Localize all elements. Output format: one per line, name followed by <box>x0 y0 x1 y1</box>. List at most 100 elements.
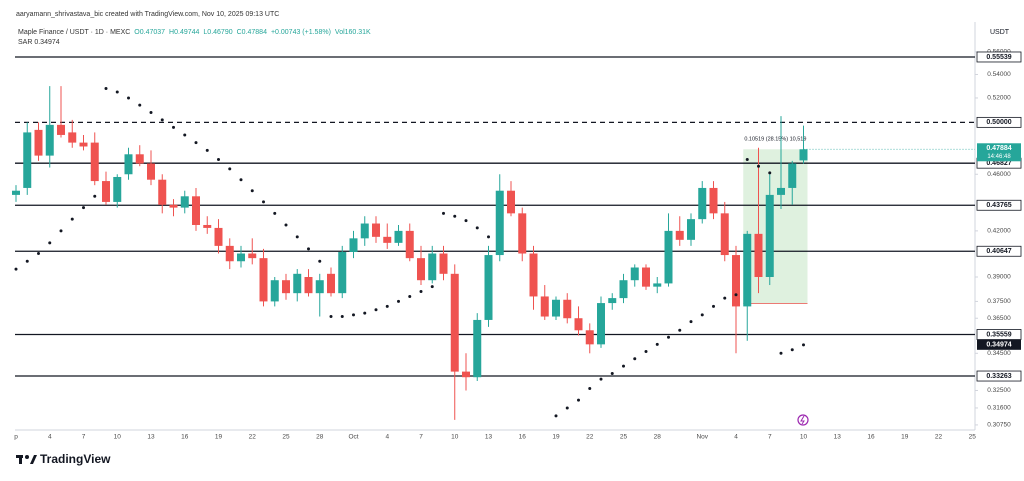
x-tick-label: 10 <box>114 434 122 441</box>
candle-body <box>698 187 707 220</box>
candle-body <box>574 318 583 331</box>
candle-body <box>158 179 167 205</box>
sar-dot <box>25 259 29 263</box>
level-label-box <box>976 245 1022 257</box>
x-tick-label: 13 <box>485 434 493 441</box>
candle-body <box>372 223 380 237</box>
y-tick-label: 0.52000 <box>987 95 1011 102</box>
x-tick-label: 16 <box>867 434 875 441</box>
candle-body <box>315 280 324 294</box>
candle-body <box>754 233 763 278</box>
candle-body <box>349 238 358 252</box>
sar-dot <box>622 364 625 368</box>
measure-label: 0.10519 (28.15%) 10,519 <box>744 137 806 143</box>
sar-dot <box>183 133 187 137</box>
measure-box <box>743 149 808 304</box>
sar-dot <box>59 229 63 233</box>
candle-body <box>203 224 212 228</box>
brand: TradingView <box>40 452 111 466</box>
sar-dot <box>48 241 52 245</box>
sar-dot <box>273 211 277 215</box>
y-tick-label: 0.54000 <box>987 71 1011 78</box>
y-tick-label: 0.36500 <box>987 315 1011 322</box>
candle-body <box>23 132 32 188</box>
candle-body <box>360 223 369 239</box>
candle-body <box>12 190 20 195</box>
candle-body <box>113 176 122 202</box>
level-label: 0.40647 <box>986 248 1011 255</box>
sar-dot <box>667 335 670 339</box>
candle-body <box>45 124 54 156</box>
candle-body <box>799 149 808 161</box>
candle-body <box>34 129 43 156</box>
x-tick-label: 22 <box>586 434 594 441</box>
candle-body <box>450 273 459 372</box>
sar-dot <box>577 398 580 402</box>
level-label-box <box>976 116 1022 128</box>
x-tick-label: 4 <box>48 434 52 441</box>
sar-dot <box>442 211 445 215</box>
x-tick-label: 25 <box>282 434 290 441</box>
candle-body <box>214 227 223 246</box>
candle-body <box>237 253 245 262</box>
candle-body <box>102 181 110 202</box>
sar-dot <box>678 328 682 332</box>
candle-body <box>192 196 200 225</box>
sar-dot <box>363 311 367 315</box>
x-tick-label: 13 <box>834 434 842 441</box>
level-label: 0.50000 <box>986 119 1011 126</box>
candle-body <box>619 280 628 299</box>
x-tick-label: 4 <box>385 434 389 441</box>
sar-dot <box>329 315 333 319</box>
y-tick-label: 0.39000 <box>987 274 1011 281</box>
candle-body <box>259 258 268 302</box>
countdown: 14:46:48 <box>987 154 1011 160</box>
candle-body <box>642 267 650 287</box>
candle-body <box>293 273 302 294</box>
legend-item: C0.47884 <box>237 29 267 36</box>
sar-dot <box>37 252 40 256</box>
sar-dot <box>655 342 659 346</box>
x-tick-label: 22 <box>935 434 943 441</box>
candle-body <box>90 142 99 182</box>
sar-dot <box>475 226 479 230</box>
candle-body <box>507 190 515 214</box>
sar-dot <box>644 350 648 354</box>
created-by: aaryamann_shrivastava_bic created with T… <box>16 11 279 18</box>
x-tick-label: 10 <box>451 434 459 441</box>
sar-dot <box>127 96 130 100</box>
candle-body <box>304 277 313 294</box>
candle-body <box>732 255 740 307</box>
sar-dot <box>453 214 457 218</box>
candle-body <box>777 187 785 195</box>
candle-body <box>597 303 605 345</box>
x-tick-label: 16 <box>181 434 189 441</box>
sar-dot <box>250 189 254 193</box>
alert-icon <box>797 414 809 426</box>
legend-item: O0.47037 <box>134 29 165 36</box>
sar-dot <box>149 110 153 114</box>
x-tick-label: 22 <box>249 434 257 441</box>
sar-dot <box>93 194 97 198</box>
legend-item: H0.49744 <box>169 29 199 36</box>
candle-body <box>248 253 257 259</box>
level-label-box <box>976 329 1022 340</box>
candle-body <box>394 230 403 243</box>
candle-body <box>709 187 718 214</box>
candle-body <box>68 132 77 143</box>
sar-dot <box>723 296 727 300</box>
candle-body <box>675 230 684 240</box>
sar-dot <box>802 343 805 347</box>
sar-dot <box>408 294 412 298</box>
sar-dot <box>768 171 772 175</box>
sar-dot <box>318 259 322 263</box>
candle-body <box>57 124 65 135</box>
sar-dot <box>464 219 468 223</box>
logo-shape <box>25 455 29 459</box>
candle-body <box>282 280 290 294</box>
candle-body <box>338 251 347 294</box>
sar-dot <box>700 313 704 317</box>
candle-body <box>405 230 414 259</box>
x-tick-label: 16 <box>519 434 527 441</box>
sar-dot <box>70 217 74 221</box>
